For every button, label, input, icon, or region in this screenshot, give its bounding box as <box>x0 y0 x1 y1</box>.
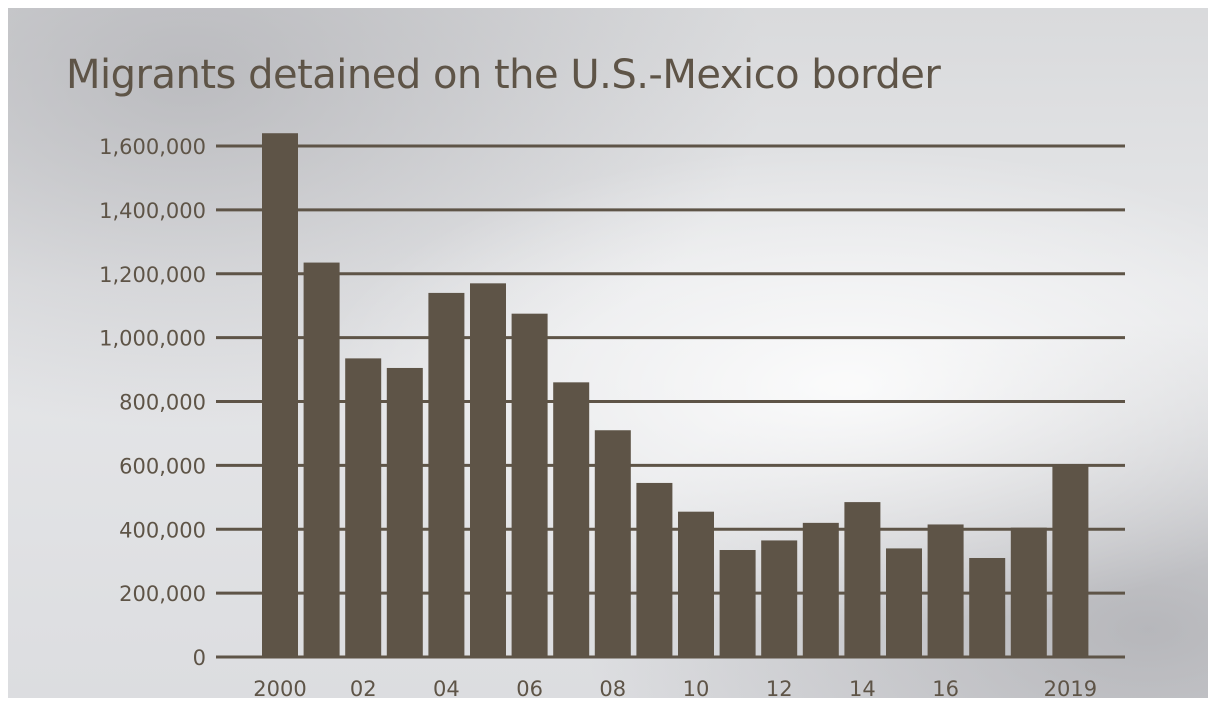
bar-2009 <box>636 482 673 657</box>
bar-2017 <box>969 557 1006 657</box>
x-tick-label: 12 <box>766 677 793 698</box>
x-tick-label: 08 <box>599 677 626 698</box>
y-tick-label: 0 <box>193 646 206 670</box>
bars <box>262 133 1089 658</box>
bar-2000 <box>262 133 298 658</box>
y-tick-label: 1,000,000 <box>99 327 206 351</box>
y-axis-ticks: 0 200,000 400,000 600,000 800,000 1,000,000 1,… <box>99 135 206 670</box>
chart-frame: Migrants detained on the U.S.-Mexico bor… <box>8 8 1208 698</box>
x-tick-label: 14 <box>849 677 876 698</box>
bar-2006 <box>511 313 548 657</box>
bar-chart: 0 200,000 400,000 600,000 800,000 1,000,000 1,… <box>99 133 1125 698</box>
y-tick-label: 1,600,000 <box>99 135 206 159</box>
x-tick-label: 02 <box>350 677 377 698</box>
y-tick-label: 1,200,000 <box>99 263 206 287</box>
bar-2018 <box>1010 527 1047 657</box>
y-tick-label: 600,000 <box>119 454 206 478</box>
bar-2008 <box>594 430 631 657</box>
bar-2010 <box>678 511 714 657</box>
y-tick-label: 400,000 <box>119 518 206 542</box>
y-tick-label: 200,000 <box>119 582 206 606</box>
x-tick-label: 2019 <box>1044 677 1097 698</box>
x-tick-label: 2000 <box>253 677 306 698</box>
x-axis-ticks: 2000 02 04 06 08 10 12 14 16 2019 <box>253 677 1097 698</box>
x-tick-label: 04 <box>433 677 460 698</box>
bar-2003 <box>386 367 423 657</box>
y-tick-label: 1,400,000 <box>99 199 206 223</box>
x-tick-label: 06 <box>516 677 543 698</box>
bar-2013 <box>802 522 839 657</box>
bar-2019 <box>1052 465 1089 657</box>
x-tick-label: 16 <box>932 677 959 698</box>
x-tick-label: 10 <box>683 677 710 698</box>
bar-2005 <box>470 283 506 657</box>
bar-2011 <box>719 550 756 657</box>
y-tick-label: 800,000 <box>119 391 206 415</box>
bar-2001 <box>303 262 340 657</box>
bar-2012 <box>761 540 798 657</box>
bar-2014 <box>844 502 881 657</box>
chart-title: Migrants detained on the U.S.-Mexico bor… <box>66 52 941 98</box>
bar-2002 <box>345 358 382 657</box>
bar-2016 <box>927 524 964 657</box>
bar-2004 <box>428 292 465 657</box>
bar-2015 <box>886 548 922 657</box>
bar-2007 <box>553 382 590 657</box>
